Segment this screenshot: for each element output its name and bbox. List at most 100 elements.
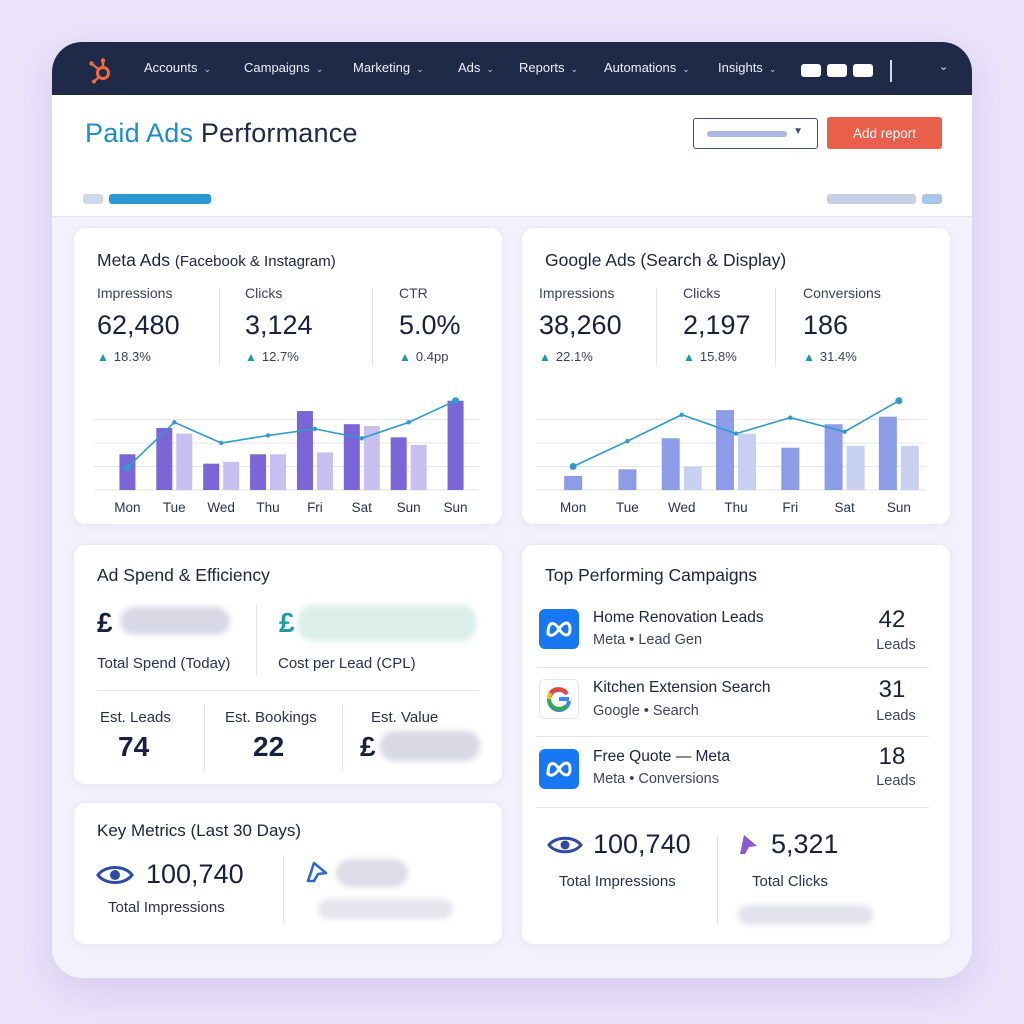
trend-line bbox=[126, 399, 456, 469]
metric-delta: ▲ 31.4% bbox=[803, 349, 857, 364]
trend-point bbox=[842, 429, 847, 434]
trend-point bbox=[172, 420, 177, 425]
bar bbox=[661, 438, 680, 490]
nav-campaigns[interactable]: Campaigns ⌄ bbox=[244, 60, 323, 75]
card-title: Ad Spend & Efficiency bbox=[97, 565, 270, 585]
nav-toggle-1[interactable] bbox=[801, 64, 821, 77]
metric-delta: ▲ 15.8% bbox=[683, 349, 737, 364]
divider bbox=[372, 288, 373, 366]
tick-label: Sat bbox=[352, 500, 373, 515]
total-spend-label: Total Spend (Today) bbox=[97, 655, 231, 672]
hubspot-logo-icon[interactable] bbox=[86, 56, 116, 86]
tick-label: Sun bbox=[887, 500, 911, 515]
bar bbox=[824, 424, 843, 490]
metric-label: Impressions bbox=[97, 285, 173, 301]
meta-subtitle: (Facebook & Instagram) bbox=[174, 253, 336, 270]
bar bbox=[270, 454, 287, 490]
metric-label: Clicks bbox=[245, 285, 283, 301]
impressions-value: 100,740 bbox=[146, 859, 244, 889]
nav-marketing[interactable]: Marketing ⌄ bbox=[353, 60, 424, 75]
nav-label: Automations bbox=[604, 60, 677, 75]
bar bbox=[410, 444, 427, 490]
delta-value: 15.8% bbox=[699, 349, 737, 364]
total-spend-redacted bbox=[120, 607, 230, 635]
campaign-meta: Meta • Conversions bbox=[593, 771, 719, 787]
divider bbox=[342, 705, 343, 771]
chevron-down-icon: ⌄ bbox=[682, 64, 690, 74]
date-range-select[interactable]: ▼ bbox=[693, 118, 818, 149]
arrow-up-icon: ▲ bbox=[803, 350, 815, 364]
campaign-leads-count: 18 bbox=[878, 743, 906, 770]
google-performance-chart: Mon Tue Wed Thu Fri Sat Sun bbox=[536, 397, 926, 515]
delta-value: 31.4% bbox=[819, 349, 857, 364]
nav-insights[interactable]: Insights ⌄ bbox=[718, 60, 776, 75]
bar bbox=[564, 475, 583, 490]
top-campaigns-card: Top Performing Campaigns Home Renovation… bbox=[521, 544, 951, 945]
campaign-name: Home Renovation Leads bbox=[593, 609, 764, 626]
campaign-leads-unit: Leads bbox=[876, 637, 916, 653]
google-icon bbox=[539, 679, 579, 719]
meta-title: Meta Ads bbox=[97, 250, 170, 270]
chevron-down-icon: ⌄ bbox=[315, 64, 324, 74]
google-ads-card: Google Ads (Search & Display) Impression… bbox=[521, 227, 951, 525]
nav-divider bbox=[890, 60, 892, 82]
bar bbox=[343, 424, 360, 490]
nav-toggle-3[interactable] bbox=[853, 64, 873, 77]
tick-label: Mon bbox=[114, 500, 140, 515]
cpl-currency: £ bbox=[279, 607, 295, 638]
bar bbox=[250, 454, 267, 490]
arrow-up-icon: ▲ bbox=[539, 350, 551, 364]
tick-label: Tue bbox=[163, 500, 186, 515]
card-title: Top Performing Campaigns bbox=[545, 565, 758, 585]
trend-point bbox=[788, 415, 793, 420]
meta-icon bbox=[539, 609, 579, 649]
bar bbox=[296, 411, 313, 490]
tick-label: Thu bbox=[724, 500, 747, 515]
total-clicks-label: Total Clicks bbox=[752, 873, 828, 890]
key-metrics-card: Key Metrics (Last 30 Days) 100,740 Total… bbox=[73, 802, 503, 945]
nav-label: Campaigns bbox=[244, 60, 310, 75]
trend-point bbox=[679, 412, 684, 417]
delta-value: 12.7% bbox=[261, 349, 299, 364]
campaign-meta: Google • Search bbox=[593, 703, 699, 719]
nav-ads[interactable]: Ads ⌄ bbox=[458, 60, 494, 75]
bar bbox=[119, 454, 136, 490]
bar bbox=[846, 445, 865, 490]
total-clicks-value: 5,321 bbox=[771, 829, 839, 859]
tick-label: Sat bbox=[834, 500, 855, 515]
chevron-down-icon: ⌄ bbox=[768, 64, 777, 74]
total-impressions-label: Total Impressions bbox=[559, 873, 676, 890]
nav-automations[interactable]: Automations ⌄ bbox=[604, 60, 690, 75]
nav-accounts[interactable]: Accounts ⌄ bbox=[144, 60, 211, 75]
filter-chip[interactable] bbox=[922, 194, 942, 204]
bar bbox=[223, 461, 240, 490]
page-title-accent: Paid Ads bbox=[85, 118, 194, 148]
stat-label: Est. Leads bbox=[100, 709, 171, 726]
stat-value: 22 bbox=[253, 731, 285, 762]
trend-point bbox=[123, 463, 131, 471]
metric-value: 2,197 bbox=[683, 310, 751, 340]
nav-reports[interactable]: Reports ⌄ bbox=[519, 60, 578, 75]
filter-chip[interactable] bbox=[827, 194, 916, 204]
arrow-up-icon: ▲ bbox=[399, 350, 411, 364]
campaign-leads-unit: Leads bbox=[876, 773, 916, 789]
chevron-down-icon: ⌄ bbox=[416, 64, 424, 74]
add-report-button[interactable]: Add report bbox=[827, 117, 942, 149]
bar bbox=[878, 416, 897, 490]
filter-chip[interactable] bbox=[83, 194, 103, 204]
campaign-meta: Meta • Lead Gen bbox=[593, 632, 703, 648]
trend-point bbox=[218, 440, 224, 446]
card-title: Key Metrics (Last 30 Days) bbox=[97, 821, 302, 840]
nav-toggle-2[interactable] bbox=[827, 64, 847, 77]
stat-label: Est. Value bbox=[371, 709, 439, 726]
bar bbox=[447, 400, 464, 490]
divider bbox=[256, 605, 257, 675]
app-window: Accounts ⌄ Campaigns ⌄ Marketing ⌄ Ads ⌄ Rep… bbox=[52, 42, 972, 978]
clicks-label-redacted bbox=[318, 899, 453, 919]
filter-active-tab[interactable] bbox=[109, 194, 211, 204]
campaign-leads-unit: Leads bbox=[876, 708, 916, 724]
tick-label: Fri bbox=[307, 500, 323, 515]
metric-label: Clicks bbox=[683, 285, 721, 301]
eye-icon bbox=[547, 836, 583, 854]
chevron-down-icon[interactable]: ⌄ bbox=[939, 61, 949, 73]
